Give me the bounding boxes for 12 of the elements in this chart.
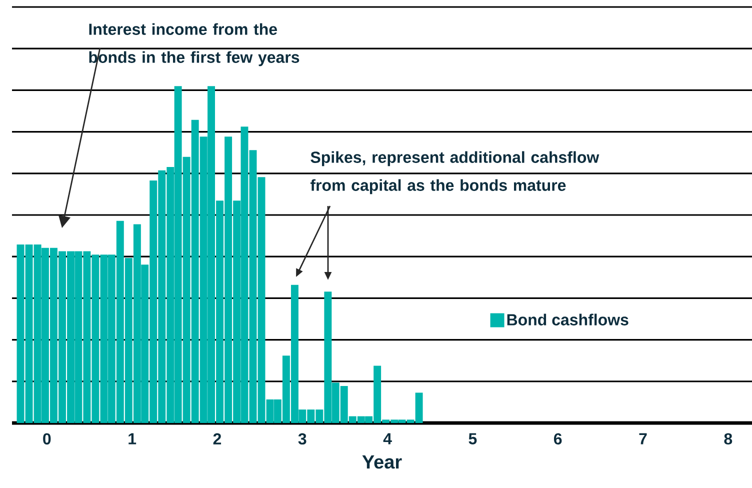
x-tick-label: 8 xyxy=(724,433,732,445)
x-tick-label: 4 xyxy=(383,433,392,444)
x-axis-title: Year xyxy=(362,455,402,469)
x-tick-label: 2 xyxy=(213,433,222,444)
x-tick-label: 1 xyxy=(128,433,136,444)
x-tick-label: 5 xyxy=(468,433,477,444)
x-tick-label: 7 xyxy=(639,433,647,444)
x-tick-label: 3 xyxy=(298,433,306,445)
x-tick-label: 0 xyxy=(43,433,51,445)
x-tick-label: 6 xyxy=(554,433,562,445)
legend-label: Bond cashflows xyxy=(507,314,628,326)
annotation: Spikes, represent additional cahsflow from capital as the bonds mature xyxy=(310,151,600,194)
